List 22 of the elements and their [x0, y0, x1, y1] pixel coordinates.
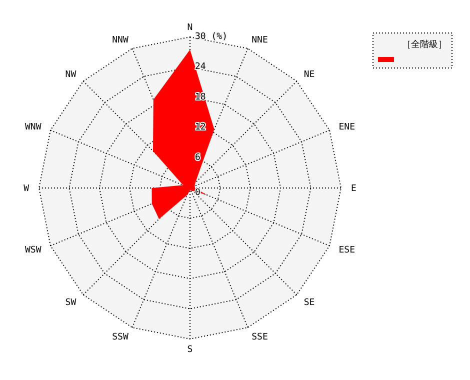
y-tick-label: 24 [195, 62, 206, 72]
spoke-label: NNE [252, 35, 268, 46]
spoke-label: SSE [252, 332, 268, 343]
spoke-label: E [351, 184, 356, 194]
spoke-label: SE [304, 298, 315, 308]
spoke-label: WSW [24, 246, 42, 256]
spoke-label: NW [65, 70, 77, 80]
spoke-label: SSW [112, 332, 129, 343]
spoke-label: S [187, 345, 193, 355]
spoke-label: NE [304, 70, 315, 80]
spoke-label: ENE [338, 122, 356, 132]
spoke-label: NNW [112, 35, 129, 46]
spoke-label: SW [65, 298, 77, 308]
spoke-label: W [24, 184, 30, 194]
legend-item: ［全階級］ [378, 40, 447, 62]
y-tick-label: 30 (%) [195, 32, 228, 42]
y-tick-label: 12 [195, 122, 206, 133]
y-tick-label: 18 [195, 92, 206, 102]
spoke-label: N [187, 23, 193, 33]
spoke-label: ESE [338, 246, 356, 256]
spoke-label: WNW [24, 122, 42, 132]
y-tick-label: 6 [195, 152, 200, 163]
